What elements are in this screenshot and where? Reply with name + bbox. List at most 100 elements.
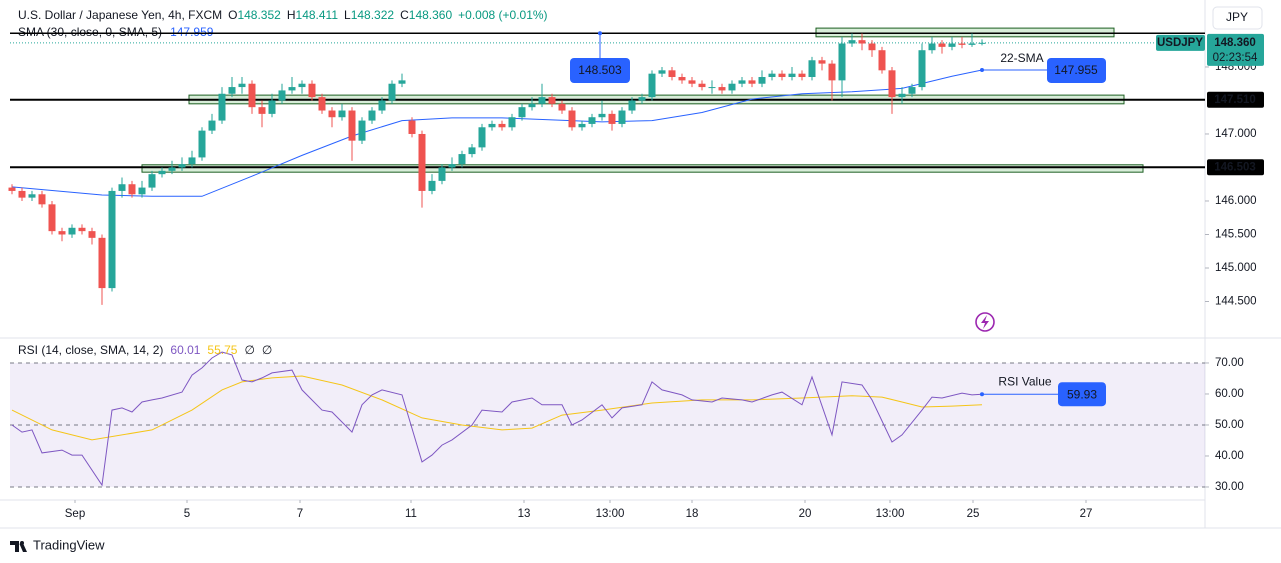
candle-body (78, 227, 86, 232)
y-tick-label: 146.000 (1215, 195, 1257, 207)
candle-body (918, 50, 926, 88)
symbol-tag-label: USDJPY (1157, 37, 1203, 49)
lightning-icon[interactable] (975, 312, 995, 332)
icon-bolt[interactable] (981, 315, 989, 329)
callout-box (570, 58, 630, 83)
currency-button[interactable] (1212, 6, 1263, 30)
candle-body (158, 170, 166, 175)
candle-body (228, 87, 236, 94)
candle-body (728, 83, 736, 91)
rsi-tick-label: 60.00 (1215, 388, 1244, 400)
candle-body (198, 130, 206, 158)
candle-body (318, 97, 326, 111)
candle-body (38, 194, 46, 205)
brand-logo[interactable] (10, 541, 27, 552)
candle-body (308, 83, 316, 98)
candle-body (638, 97, 646, 101)
candle-body (848, 40, 856, 44)
rsi-value-label: 59.93 (1067, 387, 1097, 401)
candle-body (908, 87, 916, 94)
candle-body (528, 103, 536, 108)
candle-body (468, 147, 476, 155)
candle-body (948, 43, 956, 47)
candle-body (8, 187, 16, 191)
candle-body (628, 100, 636, 111)
zone (141, 164, 1144, 173)
ohlc-item: 148.322 (351, 8, 395, 22)
candle-body (248, 83, 256, 108)
brand[interactable]: TradingView (33, 537, 105, 552)
candle-body (588, 117, 596, 124)
candle-body (938, 43, 946, 47)
rsi-tick-label: 30.00 (1215, 481, 1244, 493)
symbol: U.S. Dollar / Japanese Yen, 4h, FXCM (18, 8, 222, 22)
candle-body (758, 77, 766, 84)
sma-value-box (1047, 57, 1106, 83)
candle-body (348, 110, 356, 141)
price-tag-label: 148.360 (1214, 37, 1256, 49)
candle-body (238, 83, 246, 88)
candle-body (138, 187, 146, 195)
candle-body (48, 204, 56, 232)
candle-body (128, 184, 136, 195)
candle-body (218, 93, 226, 121)
candle-body (428, 180, 436, 191)
y-tick-label: 144.500 (1215, 296, 1257, 308)
candle-body (978, 42, 986, 44)
rsi-annotation-dot (980, 392, 984, 397)
candle-body (28, 194, 36, 198)
x-tick-label: 18 (686, 508, 699, 520)
legend-title: U.S. Dollar / Japanese Yen, 4h, FXCM O148… (18, 8, 548, 22)
candle-body (258, 107, 266, 114)
candle-body (178, 164, 186, 168)
rsi-legend-value: ∅ (244, 343, 254, 357)
ohlc-item: O (228, 8, 237, 22)
candle-body (148, 174, 156, 188)
candle-body (188, 157, 196, 165)
sma-name: 22-SMA (1000, 51, 1043, 65)
y-tick-label: 147.000 (1215, 128, 1257, 140)
callout-dot (598, 31, 602, 36)
logo-dot[interactable] (20, 541, 24, 545)
candle-body (928, 43, 936, 51)
candle-body (818, 60, 826, 64)
rsi-legend-value: 60.01 (170, 343, 200, 357)
currency[interactable]: JPY (1226, 10, 1248, 24)
candle-body (578, 123, 586, 128)
rsi-tick-label: 40.00 (1215, 450, 1244, 462)
candle-body (98, 237, 106, 289)
x-tick-label: 27 (1080, 508, 1093, 520)
candle-body (488, 123, 496, 128)
rsi-value-box (1058, 382, 1106, 407)
candle-body (888, 70, 896, 98)
candle-body (458, 154, 466, 165)
x-tick-label: Sep (65, 508, 85, 520)
symbol-tag (1156, 34, 1205, 51)
candle-body (518, 107, 526, 118)
rsi-annotation-name: RSI Value (998, 374, 1051, 388)
level-tag (1207, 159, 1264, 176)
candle-body (778, 73, 786, 78)
zone (815, 27, 1115, 38)
candle-body (838, 43, 846, 81)
candle-body (678, 77, 686, 81)
candle-body (68, 227, 76, 235)
candle-body (958, 43, 966, 45)
candle-body (338, 110, 346, 118)
ohlc-item: 148.360 (409, 8, 453, 22)
x-tick-label: 5 (184, 508, 190, 520)
candle-body (798, 73, 806, 78)
candle-body (268, 100, 276, 114)
candle-body (768, 73, 776, 78)
x-tick-label: 13:00 (596, 508, 625, 520)
candle-body (118, 184, 126, 191)
candle-body (448, 164, 456, 168)
icon-ring[interactable] (975, 312, 995, 332)
candle-body (858, 40, 866, 44)
candle-body (868, 43, 876, 51)
ohlc-item: 148.352 (237, 8, 281, 22)
rsi-line (11, 375, 983, 441)
candle-body (748, 80, 756, 84)
sma-line (11, 69, 983, 197)
